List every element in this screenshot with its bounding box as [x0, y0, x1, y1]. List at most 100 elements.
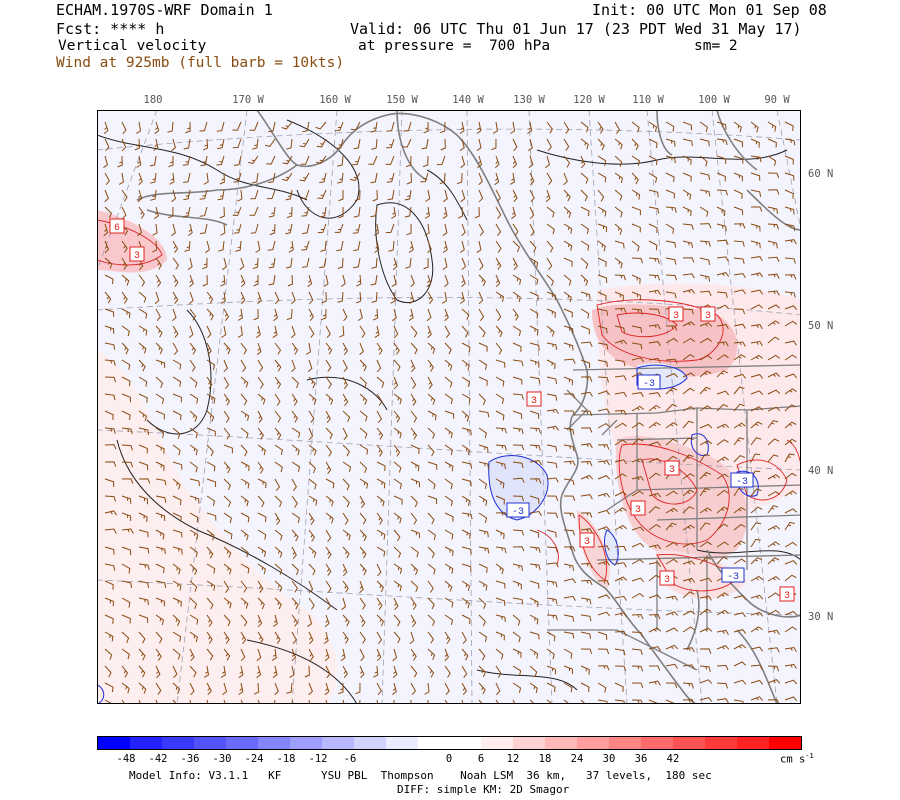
wind-barb	[478, 257, 484, 271]
wind-barb	[155, 257, 162, 270]
wind-barb	[335, 138, 344, 149]
wind-barb	[424, 206, 430, 219]
wind-barb	[172, 631, 182, 642]
wind-barb	[546, 495, 559, 501]
wind-barb	[359, 580, 364, 594]
wind-barb	[444, 274, 449, 288]
wind-barb	[648, 324, 661, 330]
wind-barb	[750, 240, 761, 249]
wind-barb	[359, 393, 368, 405]
wind-barb	[631, 613, 644, 620]
wind-barb	[352, 223, 361, 234]
wind-barb	[199, 189, 208, 200]
wind-barb	[257, 563, 266, 575]
colorbar-label: -18	[276, 753, 296, 765]
wind-barb	[580, 274, 589, 286]
wind-barb	[269, 223, 276, 236]
wind-barb	[393, 495, 403, 505]
wind-barb	[376, 444, 383, 457]
wind-barb	[104, 563, 116, 571]
wind-barb	[750, 557, 763, 565]
wind-barb	[699, 439, 713, 446]
wind-barb	[478, 427, 487, 439]
wind-barb	[104, 461, 117, 467]
wind-barb	[716, 341, 729, 347]
colorbar-label: -30	[212, 753, 232, 765]
wind-barb	[222, 257, 227, 271]
wind-barb	[784, 291, 796, 298]
wind-barb	[217, 138, 225, 150]
wind-barb	[495, 461, 506, 470]
wind-barb	[580, 614, 592, 622]
wind-barb	[257, 699, 261, 704]
wind-barb	[289, 665, 295, 679]
wind-barb	[665, 438, 678, 446]
wind-barb	[699, 488, 711, 497]
wind-barb	[682, 506, 695, 514]
wind-barb	[257, 359, 264, 373]
wind-barb	[315, 155, 327, 164]
wind-barb	[682, 387, 695, 395]
wind-barb	[268, 257, 276, 269]
wind-barb	[155, 495, 167, 503]
wind-barb	[104, 342, 116, 350]
wind-barb	[563, 342, 574, 351]
wind-barb	[716, 370, 729, 378]
wind-barb	[461, 665, 468, 678]
wind-barbs	[103, 121, 798, 704]
wind-barb	[529, 240, 537, 253]
wind-barb	[459, 240, 465, 254]
wind-barb	[257, 597, 265, 610]
wind-barb	[614, 491, 628, 497]
wind-barb	[512, 155, 518, 169]
wind-barb	[444, 342, 452, 355]
wind-barb	[376, 393, 383, 406]
wind-barb	[682, 337, 696, 344]
wind-barb	[784, 373, 798, 379]
wind-barb	[342, 631, 349, 644]
wind-barb	[171, 189, 177, 203]
wind-barb	[370, 274, 378, 286]
wind-barb	[631, 490, 644, 497]
wind-barb	[682, 353, 695, 361]
wind-barb	[359, 529, 367, 542]
wind-barb	[699, 522, 711, 531]
wind-barb	[300, 155, 310, 165]
wind-barb	[456, 172, 463, 185]
wind-barb	[512, 461, 524, 469]
wind-barb	[784, 138, 796, 146]
wind-barb	[767, 525, 781, 531]
wind-barb	[512, 444, 525, 451]
wind-barb	[206, 410, 215, 422]
wind-barb	[699, 627, 713, 633]
wind-barb	[767, 155, 777, 166]
wind-barb	[237, 308, 243, 321]
colorbar-label: -12	[308, 753, 328, 765]
wind-barb	[529, 223, 535, 237]
wind-barb	[699, 322, 713, 327]
wind-barb	[104, 172, 110, 186]
wind-barb	[121, 682, 130, 694]
wind-barb	[563, 121, 570, 134]
wind-barb	[223, 393, 231, 406]
wind-barb	[250, 223, 259, 234]
wind-barb	[376, 359, 382, 373]
wind-barb	[750, 488, 762, 497]
wind-barb	[648, 189, 659, 198]
wind-barb	[597, 492, 611, 498]
wind-barb	[427, 410, 437, 421]
wind-barb	[767, 420, 779, 429]
wind-barb	[200, 155, 208, 167]
wind-barb	[154, 291, 160, 305]
contour-label: 3	[526, 391, 542, 407]
wind-barb	[614, 648, 626, 656]
wind-barb	[291, 495, 298, 508]
wind-barb	[461, 223, 466, 237]
wind-barb	[206, 478, 217, 488]
contour-labels: 6 3 3 3 3 3 3 3 3 3 -3 -3 -3 -3	[109, 218, 795, 602]
colorbar-label: -36	[180, 753, 200, 765]
wind-barb	[699, 423, 713, 429]
wind-barb	[172, 291, 179, 304]
wind-barb	[205, 240, 210, 254]
wind-barb	[257, 614, 263, 628]
